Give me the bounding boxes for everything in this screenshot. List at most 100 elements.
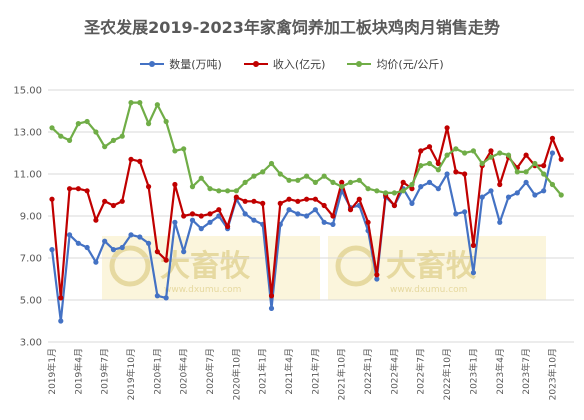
data-point — [216, 213, 222, 219]
data-point — [268, 305, 275, 311]
data-point — [119, 133, 125, 139]
data-point — [242, 179, 248, 185]
data-point — [119, 244, 125, 251]
data-point — [189, 211, 196, 217]
data-point — [181, 249, 187, 255]
data-point — [189, 217, 196, 223]
data-point — [93, 259, 99, 265]
data-point — [304, 173, 310, 179]
data-point — [549, 181, 556, 188]
data-point — [198, 226, 204, 232]
data-point — [251, 217, 257, 223]
data-point — [49, 125, 55, 131]
data-point — [497, 181, 503, 188]
data-point — [400, 188, 406, 194]
x-tick-label: 2021年7月 — [309, 348, 321, 395]
data-point — [470, 270, 477, 276]
data-point — [128, 100, 134, 106]
data-point — [251, 198, 257, 204]
data-point — [128, 156, 134, 162]
data-point — [356, 196, 362, 202]
data-point — [523, 152, 529, 158]
data-point — [207, 186, 213, 192]
data-point — [462, 150, 468, 156]
data-point — [172, 181, 178, 188]
data-point — [488, 154, 494, 160]
data-point — [216, 188, 222, 194]
y-tick-label: 15.00 — [13, 86, 42, 97]
data-point — [330, 213, 336, 219]
data-point — [224, 223, 231, 230]
data-point — [268, 293, 275, 299]
data-point — [523, 169, 529, 175]
data-point — [383, 190, 389, 196]
x-tick-label: 2021年1月 — [257, 348, 269, 395]
series-line-0 — [50, 152, 554, 323]
data-point — [532, 160, 538, 167]
series-0 — [49, 150, 556, 324]
x-tick-label: 2021年10月 — [336, 348, 348, 400]
data-point — [198, 175, 204, 181]
data-point — [541, 163, 547, 169]
x-tick-label: 2023年4月 — [494, 348, 506, 395]
data-point — [523, 179, 529, 185]
legend-label-1: 收入(亿元) — [272, 58, 326, 71]
watermark-url: www.dxumu.com — [164, 285, 241, 295]
data-point — [137, 234, 143, 240]
data-point — [453, 169, 459, 175]
data-point — [172, 148, 178, 154]
data-point — [49, 247, 55, 253]
data-point — [488, 188, 494, 194]
data-point — [321, 202, 327, 209]
x-tick-label: 2020年4月 — [178, 348, 190, 395]
data-point — [409, 181, 415, 188]
data-point — [497, 219, 503, 225]
data-point — [453, 211, 459, 217]
data-point — [224, 188, 231, 194]
data-point — [58, 295, 64, 301]
watermark-box — [328, 236, 546, 300]
x-tick-label: 2023年10月 — [546, 348, 558, 400]
y-tick-label: 13.00 — [13, 128, 42, 139]
y-tick-label: 11.00 — [13, 170, 42, 181]
data-point — [558, 156, 564, 162]
data-point — [163, 295, 169, 301]
data-point — [154, 102, 160, 108]
data-point — [145, 240, 152, 246]
data-point — [497, 150, 503, 156]
data-point — [549, 135, 556, 141]
data-point — [435, 167, 441, 173]
data-point — [505, 152, 512, 158]
series-2 — [49, 100, 564, 198]
data-point — [286, 196, 292, 202]
data-point — [426, 160, 433, 167]
data-point — [66, 186, 73, 192]
data-point — [145, 184, 152, 190]
data-point — [374, 276, 380, 282]
x-tick-label: 2022年1月 — [362, 348, 374, 395]
data-point — [163, 257, 169, 263]
data-point — [330, 221, 336, 227]
data-point — [462, 171, 468, 177]
data-point — [347, 179, 354, 185]
y-axis-ticks: 3.00 5.00 7.00 9.00 11.00 13.00 15.00 — [13, 86, 42, 349]
data-point — [84, 244, 90, 251]
data-point — [102, 144, 108, 150]
legend-item-2: 均价(元/公斤) — [347, 56, 444, 72]
data-point — [66, 137, 73, 143]
watermark-box — [102, 236, 320, 300]
x-tick-label: 2022年7月 — [415, 348, 427, 395]
series-1 — [49, 125, 564, 301]
data-point — [330, 179, 336, 185]
data-point — [365, 186, 371, 192]
x-tick-label: 2019年10月 — [125, 348, 137, 400]
data-point — [514, 169, 520, 175]
data-point — [505, 194, 512, 200]
y-tick-label: 7.00 — [20, 254, 42, 265]
data-point — [233, 194, 239, 200]
data-point — [444, 171, 450, 177]
data-point — [260, 200, 266, 206]
data-point — [321, 219, 327, 225]
